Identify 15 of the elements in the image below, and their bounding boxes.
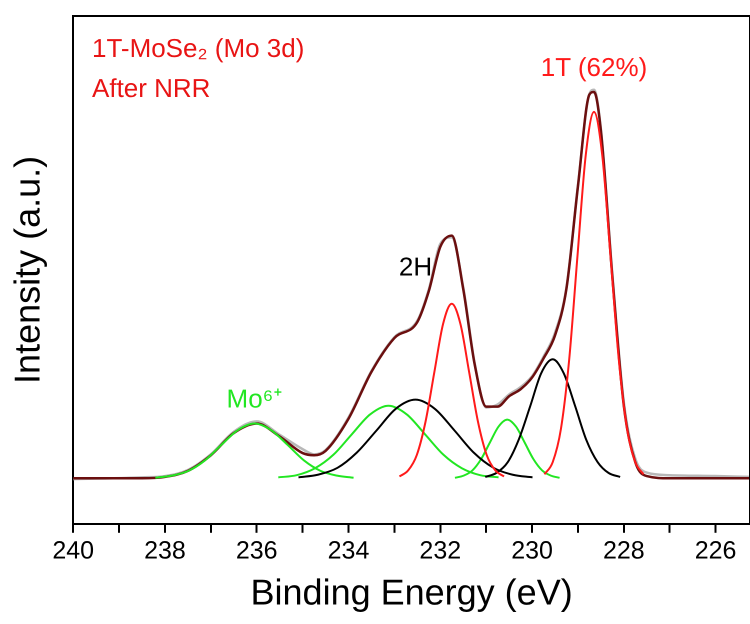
x-tick-label: 240 [52, 536, 94, 565]
x-tick-label: 236 [236, 536, 278, 565]
x-tick-label: 238 [144, 536, 186, 565]
x-tick-label: 226 [694, 536, 736, 565]
series-label: 1T (62%) [540, 52, 648, 82]
x-tick-label: 228 [602, 536, 645, 565]
chart-title: 1T-MoSe₂ (Mo 3d) [92, 33, 304, 63]
chart-subtitle: After NRR [92, 73, 210, 103]
x-tick-label: 234 [328, 536, 370, 565]
y-axis-title: Intensity (a.u.) [6, 156, 48, 384]
series-label: Mo⁶⁺ [226, 384, 282, 414]
x-tick-label: 230 [511, 536, 553, 565]
x-tick-label: 232 [419, 536, 462, 565]
text: 2H [398, 252, 432, 282]
x-axis-title: Binding Energy (eV) [250, 571, 573, 612]
